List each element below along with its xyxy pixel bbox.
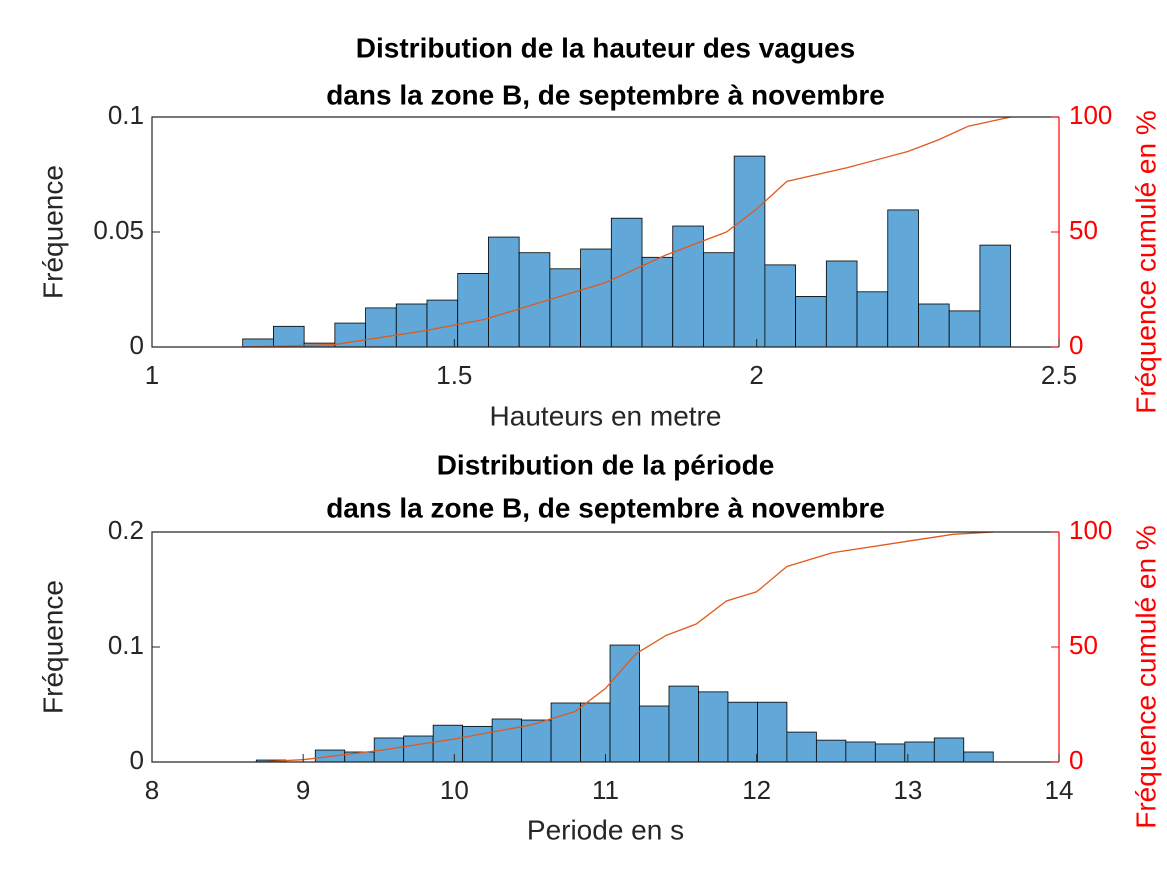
histogram-bar xyxy=(979,244,1012,348)
x-tick-label: 1.5 xyxy=(436,360,472,390)
histogram-bar xyxy=(426,299,459,348)
histogram-bar xyxy=(918,303,950,348)
x-tick-label: 13 xyxy=(893,775,922,805)
x-tick-label: 9 xyxy=(296,775,310,805)
y-tick-label: 0 xyxy=(130,745,144,775)
histogram-bar xyxy=(403,735,434,763)
cumulative-line xyxy=(242,116,1011,348)
histogram-bar xyxy=(904,741,935,763)
histogram-bar xyxy=(580,248,612,348)
x-tick-label: 11 xyxy=(592,775,619,805)
histogram-bar xyxy=(395,303,428,348)
histogram-bar xyxy=(856,291,889,348)
histogram-bar xyxy=(639,705,670,763)
histogram-bar xyxy=(610,217,643,348)
y-tick-label: 0.1 xyxy=(108,100,144,130)
y2-tick-label: 50 xyxy=(1069,215,1098,245)
y2-tick-label: 100 xyxy=(1069,100,1112,130)
x-tick-label: 2.5 xyxy=(1041,360,1077,390)
histogram-bar xyxy=(764,264,797,348)
y-axis-label: Fréquence xyxy=(37,580,68,714)
x-axis-label: Hauteurs en metre xyxy=(490,400,722,431)
histogram-bar xyxy=(641,256,674,348)
chart-title: dans la zone B, de septembre à novembre xyxy=(326,79,885,110)
x-tick-label: 2 xyxy=(749,360,763,390)
y-tick-label: 0.1 xyxy=(108,630,144,660)
histogram-bar xyxy=(491,718,523,763)
histogram-bar xyxy=(521,719,552,763)
histogram-bar xyxy=(733,155,766,348)
cumulative-line xyxy=(256,531,994,763)
x-tick-label: 14 xyxy=(1045,775,1074,805)
y2-tick-label: 0 xyxy=(1069,745,1083,775)
histogram-bar xyxy=(580,702,611,763)
x-axis-label: Periode en s xyxy=(527,814,684,845)
histogram-bar xyxy=(609,644,640,763)
histogram-bar xyxy=(786,731,817,763)
histogram-bar xyxy=(825,260,858,348)
y-tick-label: 0.2 xyxy=(108,515,144,545)
histogram-bar xyxy=(727,701,758,763)
y2-tick-label: 100 xyxy=(1069,515,1112,545)
x-tick-label: 1 xyxy=(145,360,159,390)
histogram-bar xyxy=(549,268,581,348)
histogram-bar xyxy=(457,272,489,348)
histogram-bar xyxy=(963,751,994,763)
chart-title: dans la zone B, de septembre à novembre xyxy=(326,492,885,523)
x-tick-label: 10 xyxy=(440,775,469,805)
histogram-bar xyxy=(668,685,699,763)
y-tick-label: 0 xyxy=(130,330,144,360)
histogram-bar xyxy=(698,691,729,763)
histogram-bar xyxy=(948,310,981,348)
histogram-bar xyxy=(488,236,520,348)
histogram-bar xyxy=(795,295,827,348)
histogram-bar xyxy=(845,741,876,763)
histogram-bar xyxy=(550,702,581,763)
histogram-bar xyxy=(874,743,906,763)
histogram-bar xyxy=(703,252,735,348)
histogram-bar xyxy=(432,724,464,763)
histogram-bar xyxy=(672,225,704,348)
histogram-bar xyxy=(462,725,493,763)
y-tick-label: 0.05 xyxy=(93,215,144,245)
y-axis-label: Fréquence xyxy=(37,165,68,299)
chart-title: Distribution de la hauteur des vagues xyxy=(356,32,855,63)
histogram-bar xyxy=(933,737,965,763)
y2-tick-label: 0 xyxy=(1069,330,1083,360)
histogram-bar xyxy=(273,325,305,348)
chart-title: Distribution de la période xyxy=(437,449,775,480)
y2-axis-label: Fréquence cumulé en % xyxy=(1130,525,1161,829)
y2-axis-label: Fréquence cumulé en % xyxy=(1130,110,1161,414)
histogram-bar xyxy=(815,739,847,763)
histogram-bar xyxy=(887,209,919,348)
histogram-bar xyxy=(365,307,397,348)
x-tick-label: 12 xyxy=(742,775,771,805)
histogram-bar xyxy=(518,252,551,348)
histogram-bar xyxy=(757,701,788,763)
y2-tick-label: 50 xyxy=(1069,630,1098,660)
x-tick-label: 8 xyxy=(145,775,159,805)
